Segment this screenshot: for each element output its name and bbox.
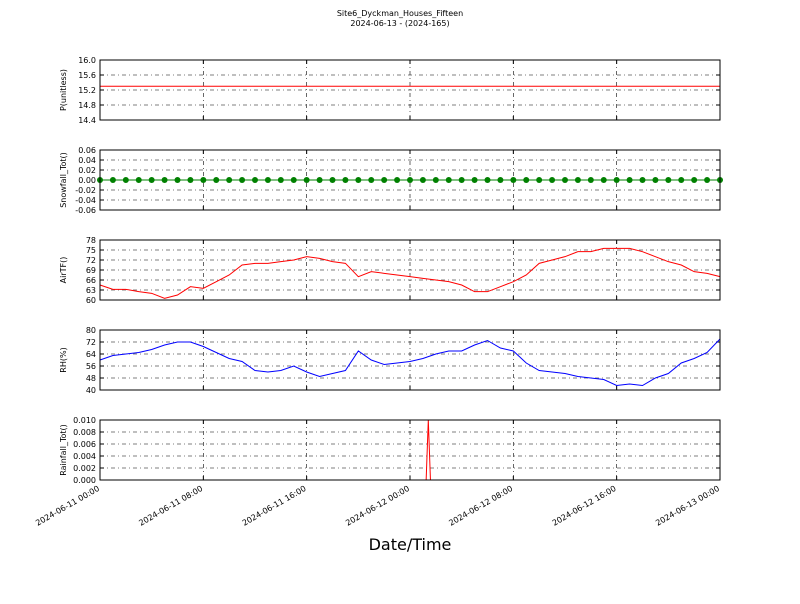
y-tick-label: 14.8 [78,101,96,110]
data-point [419,177,426,183]
data-point [329,177,336,183]
data-point [458,177,465,183]
data-point [407,177,413,183]
data-point [394,177,401,183]
data-point [691,177,698,183]
y-axis-label: Snowfall_Tot() [59,152,68,208]
data-point [471,177,478,183]
data-point [574,177,581,183]
y-tick-label: 40 [86,386,96,395]
x-axis-label: Date/Time [369,535,452,554]
data-point [135,177,142,183]
data-point [523,177,530,183]
data-point [252,177,258,183]
data-point [200,177,207,183]
data-point [122,177,129,183]
y-tick-label: 72 [86,256,96,265]
y-axis-label: AirTF() [59,257,68,284]
data-point [355,177,362,183]
y-tick-label: -0.04 [75,196,96,205]
y-tick-label: 66 [86,276,96,285]
y-tick-label: 60 [86,296,96,305]
y-tick-label: 72 [86,338,96,347]
data-point [587,177,594,183]
y-tick-label: 15.6 [78,71,96,80]
data-point [213,177,220,183]
data-point [148,177,155,183]
data-point [381,177,388,183]
y-tick-label: -0.06 [75,206,96,215]
data-point [432,177,439,183]
y-tick-label: 0.00 [78,176,96,185]
y-axis-label: Rainfall_Tot() [59,424,68,476]
data-point [497,177,504,183]
data-point [678,177,685,183]
y-tick-label: 0.004 [73,452,96,461]
data-point [613,177,620,183]
y-tick-label: 69 [86,266,96,275]
y-tick-label: 56 [86,362,96,371]
y-tick-label: 15.2 [78,86,96,95]
data-point [665,177,672,183]
y-tick-label: 0.010 [73,416,96,425]
y-tick-label: 0.008 [73,428,96,437]
y-tick-label: 0.02 [78,166,96,175]
y-tick-label: 80 [86,326,96,335]
y-tick-label: 0.002 [73,464,96,473]
plot-frame [99,239,721,301]
data-point [264,177,271,183]
data-point [239,177,246,183]
y-tick-label: 64 [86,350,96,359]
y-axis-label: RH(%) [59,347,68,372]
data-point [290,177,297,183]
y-tick-label: 0.06 [78,146,96,155]
data-point [600,177,607,183]
data-point [342,177,349,183]
data-point [187,177,194,183]
data-point [174,177,181,183]
plot-frame [99,59,721,121]
data-point [639,177,646,183]
data-line [99,247,721,299]
y-tick-label: -0.02 [75,186,96,195]
y-tick-label: 0.000 [73,476,96,485]
data-point [562,177,568,183]
data-point [445,177,452,183]
y-tick-label: 78 [86,236,96,245]
chart-subtitle: 2024-06-13 - (2024-165) [350,19,449,28]
data-point [510,177,517,183]
plot-frame [99,149,721,211]
data-point [536,177,543,183]
data-point [303,177,310,183]
chart-title: Site6_Dyckman_Houses_Fifteen [337,9,463,18]
y-axis-label: P(unitless) [59,69,68,111]
data-point [226,177,233,183]
plot-frame [99,419,721,481]
y-tick-label: 48 [86,374,96,383]
plot-frame [99,329,721,391]
data-point [704,177,711,183]
y-tick-label: 63 [86,286,96,295]
data-point [161,177,168,183]
data-point [316,177,323,183]
data-point [652,177,659,183]
data-point [626,177,633,183]
y-tick-label: 14.4 [78,116,96,125]
y-tick-label: 0.04 [78,156,96,165]
data-line [99,338,721,387]
y-tick-label: 16.0 [78,56,96,65]
data-point [109,177,116,183]
data-point [549,177,556,183]
data-point [368,177,375,183]
data-point [277,177,284,183]
y-tick-label: 0.006 [73,440,96,449]
y-tick-label: 75 [86,246,96,255]
data-point [484,177,491,183]
